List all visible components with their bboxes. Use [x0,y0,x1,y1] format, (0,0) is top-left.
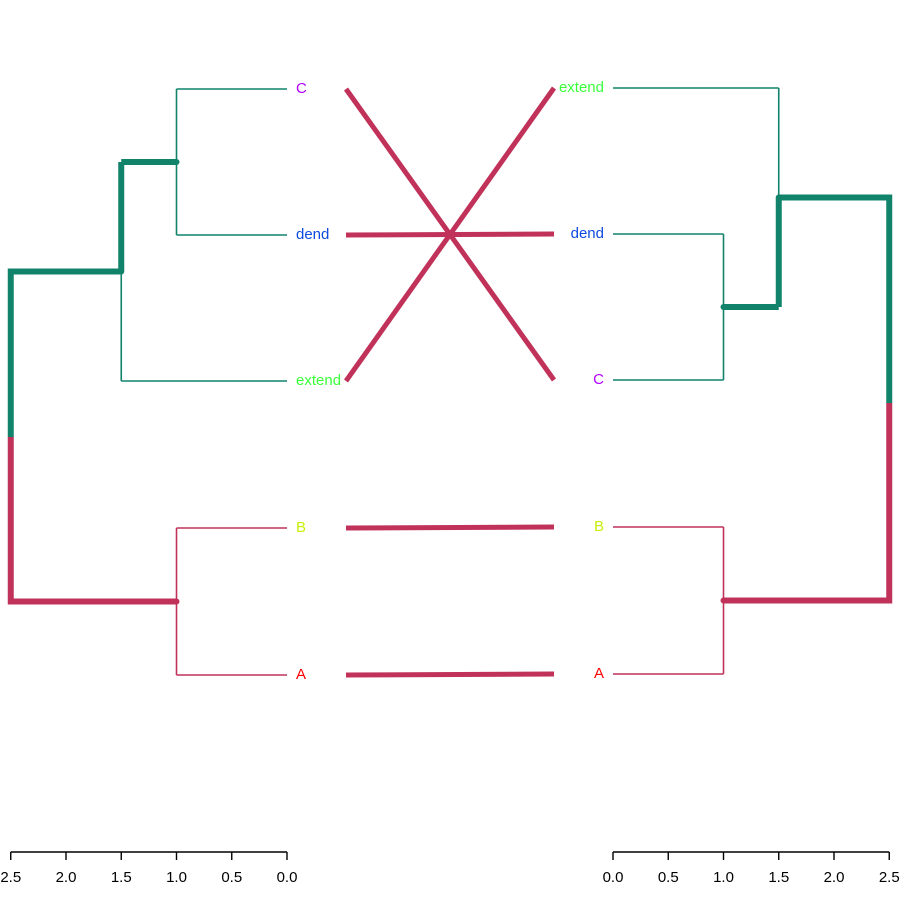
right-leaf-label-dend: dend [571,225,604,242]
left-tick-label: 0.0 [277,869,298,886]
right-leaf-label-b: B [594,518,604,535]
connector-b [345,524,555,531]
left-height-axis: 2.5 2.0 1.5 1.0 0.5 0.0 [0,851,298,886]
left-tick-label: 2.5 [0,869,21,886]
right-node-edc [775,194,782,201]
right-tick-label: 0.5 [658,869,679,886]
left-tick-label: 1.0 [166,869,187,886]
right-dendrogram: extend dend C B A [559,79,893,682]
right-node-ba [720,597,727,604]
left-leaf-label-a: A [296,666,306,683]
left-node-cdend [173,159,180,165]
right-tick-label: 2.5 [879,869,900,886]
right-height-axis: 0.0 0.5 1.0 1.5 2.0 2.5 [603,851,900,886]
right-tick-label: 1.5 [768,869,789,886]
right-tick-label: 1.0 [713,869,734,886]
left-leaf-label-c: C [296,80,307,97]
connector-extend [343,86,557,383]
right-leaf-label-a: A [594,665,604,682]
left-leaf-label-extend: extend [296,372,341,389]
connector-a [345,671,555,678]
left-tick-label: 0.5 [221,869,242,886]
right-node-dendc [720,304,727,310]
right-tick-label: 2.0 [824,869,845,886]
right-leaf-label-extend: extend [559,79,604,96]
left-leaf-label-b: B [296,519,306,536]
leaf-connector-lines [343,86,557,678]
right-leaf-label-c: C [593,371,604,388]
left-leaf-label-dend: dend [296,226,329,243]
left-tick-label: 1.5 [111,869,132,886]
left-node-cde [118,268,125,275]
right-tick-label: 0.0 [603,869,624,886]
left-node-ba [173,598,180,605]
left-tick-label: 2.0 [56,869,77,886]
